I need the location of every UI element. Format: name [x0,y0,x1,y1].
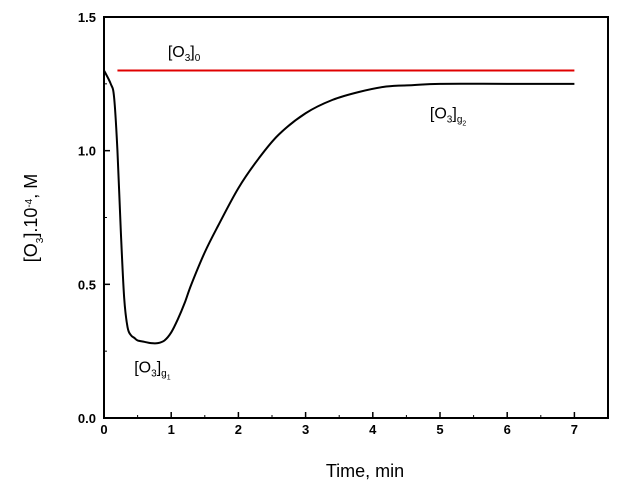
series-line-1 [103,70,575,345]
x-axis-ticks: 0 1 2 3 4 5 6 7 [100,412,578,437]
curve-annotation: [O3]g2 [430,106,466,128]
y-axis-label-pre: [O [21,243,41,262]
annotation-part: 3 [151,369,157,380]
y-axis-ticks: 0.0 0.5 1.0 1.5 [78,10,110,426]
x-tick-label: 4 [369,422,377,437]
x-tick-label: 7 [571,422,578,437]
annotation-part: 3 [185,53,191,64]
x-tick-label: 6 [504,422,511,437]
y-axis-label-mid: ].10 [21,208,41,238]
y-axis-label-sub: 3 [35,237,46,243]
annotation-part: [O [134,360,151,377]
y-axis-label: [O3].10-4, M [21,174,46,263]
y-tick-label: 1.5 [78,10,96,25]
curve-annotation: [O3]g1 [134,360,170,382]
y-axis-label-post: , M [21,174,41,199]
curve-annotation: [O3]0 [168,44,201,64]
annotation-part: [O [430,106,447,123]
x-tick-label: 1 [168,422,175,437]
annotation-part: 1 [167,375,171,382]
annotations: [O3]0[O3]g1[O3]g2 [134,44,466,381]
annotation-part: g [457,115,463,126]
annotation-part: ] [452,106,456,123]
x-tick-label: 2 [235,422,242,437]
plot-area-frame [103,16,609,419]
annotation-part: ] [190,44,194,61]
annotation-part: [O [168,44,185,61]
y-tick-label: 1.0 [78,144,96,159]
x-tick-label: 5 [436,422,443,437]
annotation-part: 3 [447,115,453,126]
x-axis-label: Time, min [326,461,404,481]
x-tick-label: 3 [302,422,309,437]
y-tick-label: 0.5 [78,277,96,292]
y-axis-label-sup: -4 [24,198,35,207]
annotation-part: 0 [195,53,201,64]
series-group [103,69,575,345]
x-tick-label: 0 [100,422,107,437]
annotation-part: 2 [462,121,466,128]
y-tick-label: 0.0 [78,411,96,426]
annotation-part: ] [157,360,161,377]
annotation-part: g [161,369,167,380]
